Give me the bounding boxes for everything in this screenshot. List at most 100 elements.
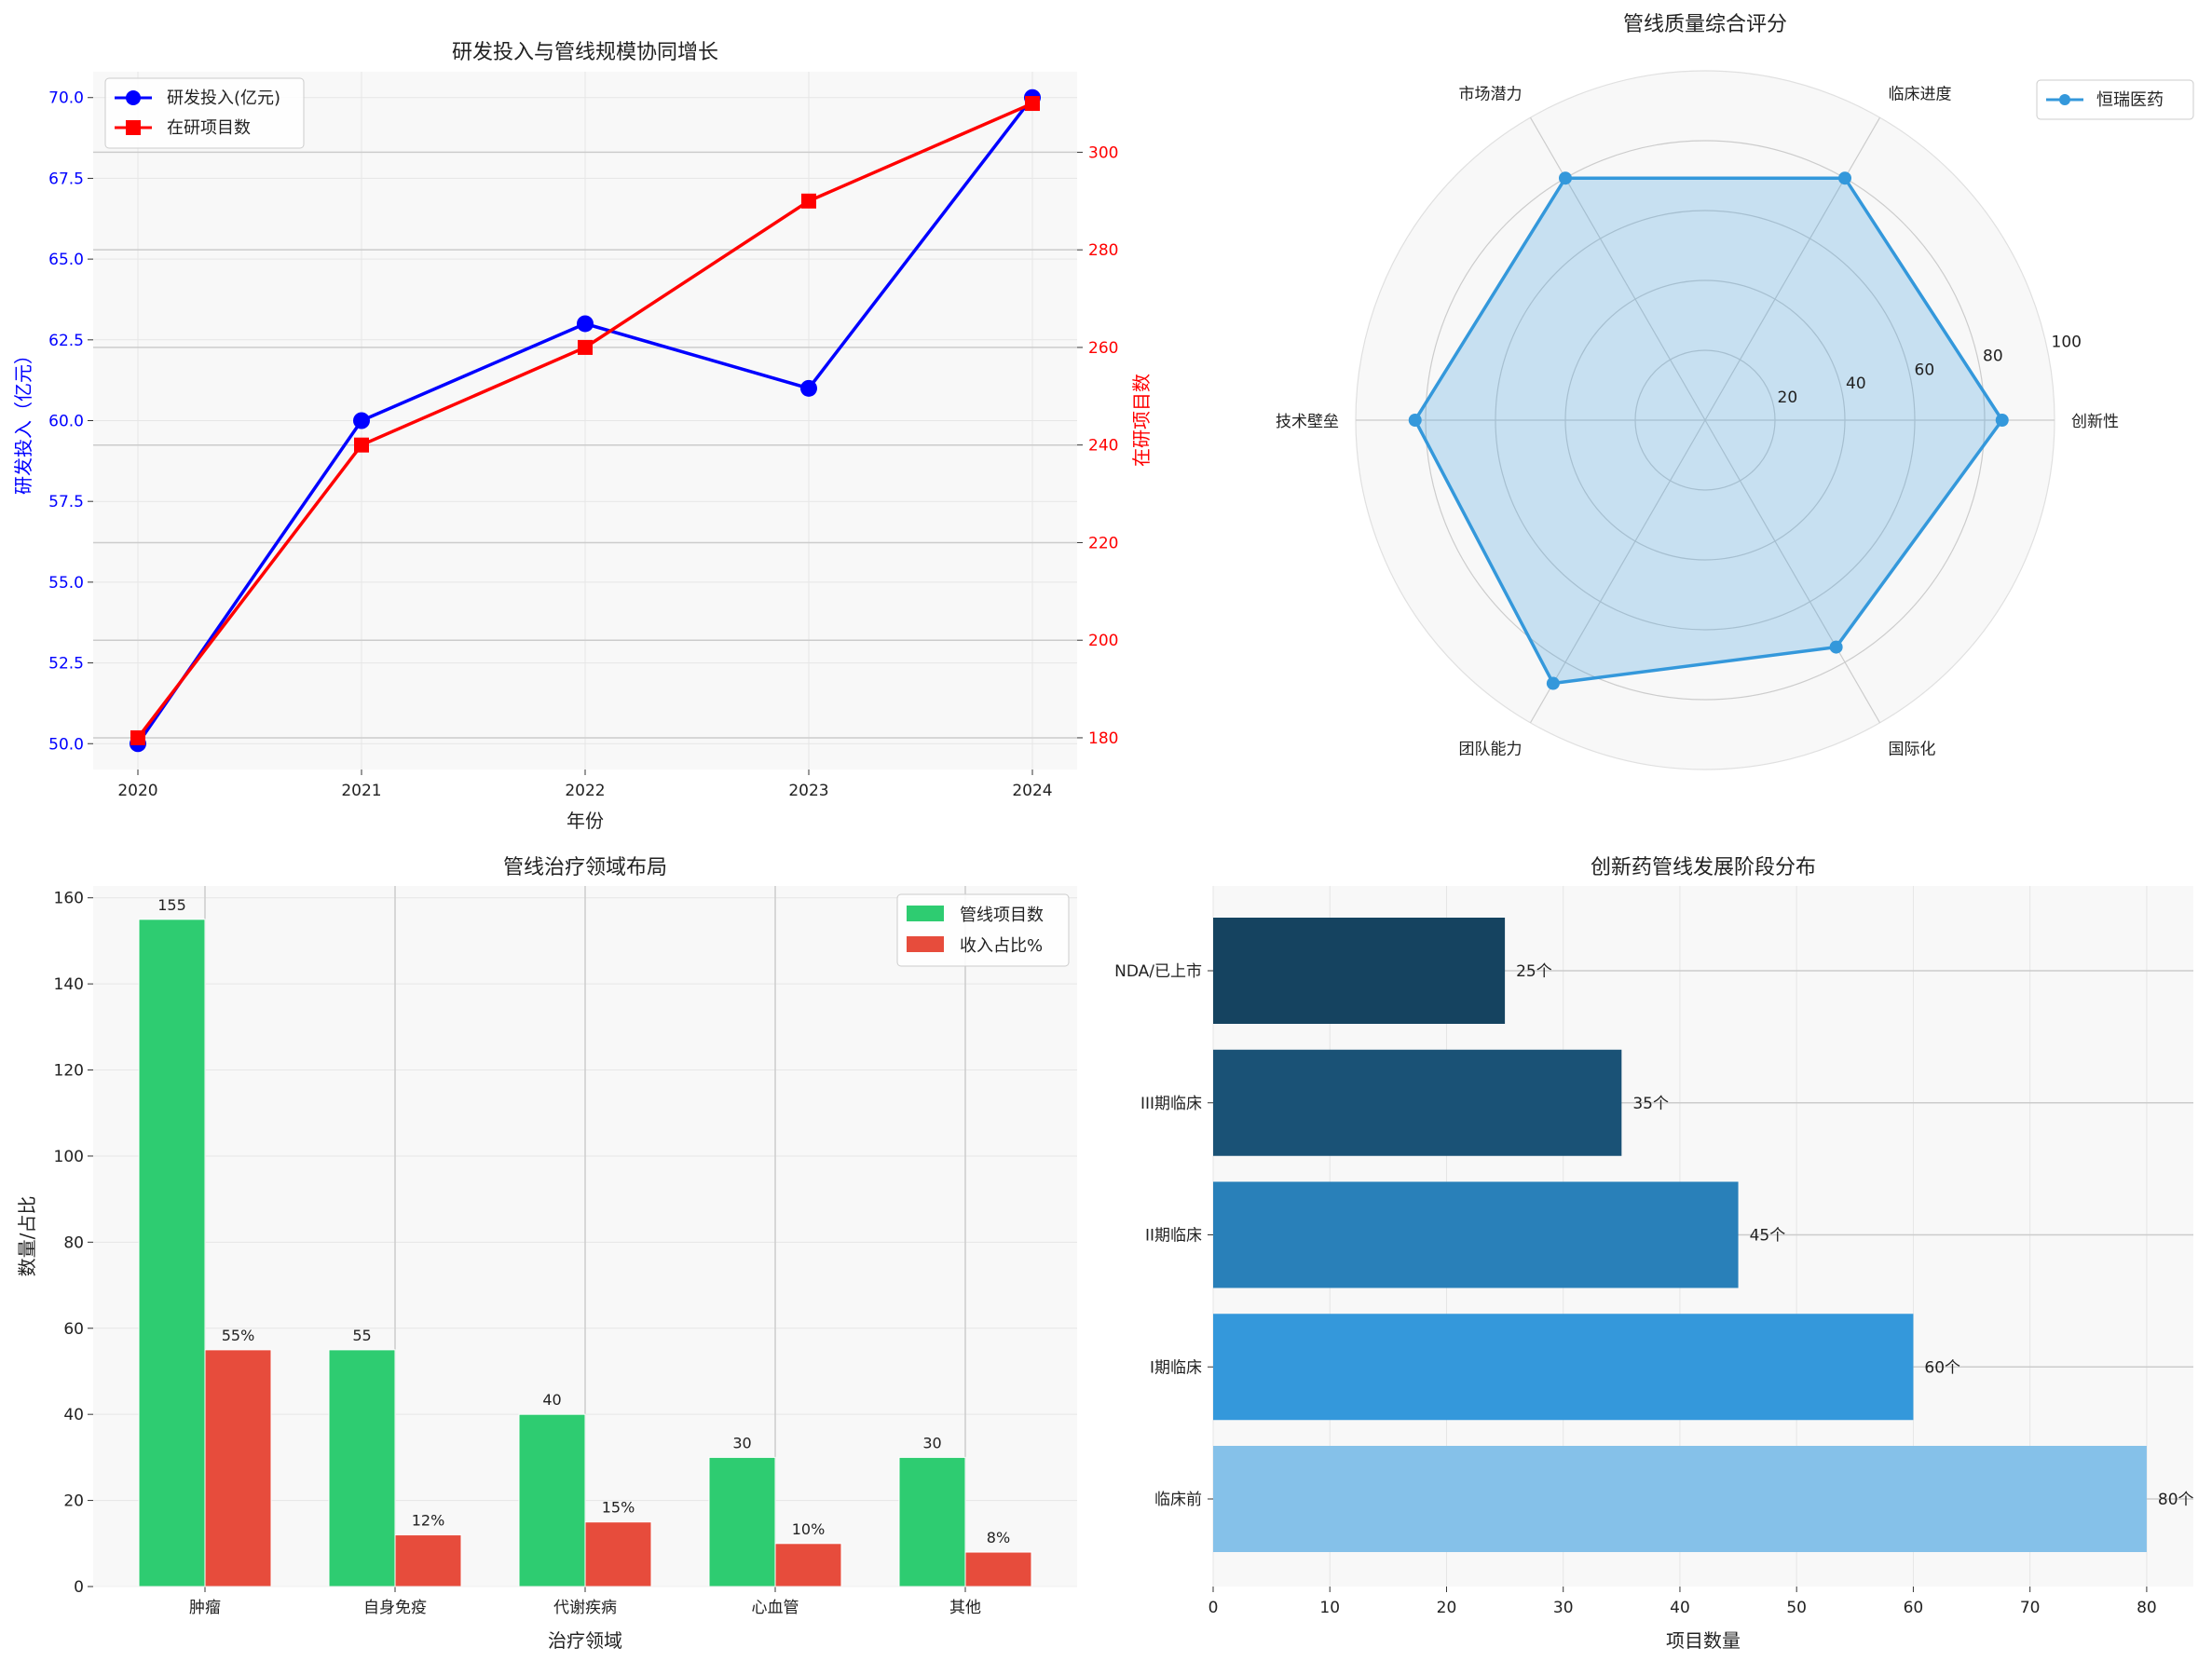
radar-spoke [1704,116,1881,421]
legend-swatch-share [907,936,944,952]
bar-share [394,1534,462,1587]
data-point-1 [1025,96,1040,112]
bar-value-label: 155 [157,896,186,914]
legend-label-rd: 研发投入(亿元) [167,89,280,108]
legend-label-share: 收入占比% [960,936,1043,956]
legend-box [2036,79,2194,120]
data-point-1 [801,193,816,209]
y-tick-label-right: 200 [1088,632,1118,650]
y-tick-label-left: 55.0 [48,574,84,593]
radar-category-label: 市场潜力 [1459,86,1522,104]
radar-category-label: 创新性 [2071,413,2119,431]
data-point-1 [130,729,145,745]
x-tick-label: 40 [1670,1599,1690,1617]
bar-count [898,1456,966,1587]
legend: 研发投入(亿元) 在研项目数 [104,77,305,149]
y-tick-label-left: 70.0 [48,89,84,108]
legend-marker [2059,94,2070,105]
y-tick-label: I期临床 [1150,1358,1202,1377]
ticks: 0 10 20 30 40 50 60 70 80 NDA/已上市 III期临床 II期临床 I期临床临… [1114,962,2157,1617]
data-point-0 [577,315,594,333]
bar-value-label: 35个 [1632,1095,1669,1113]
radar-point-0 [1559,171,1572,185]
legend-swatch-count [907,906,944,921]
x-axis-label: 治疗领域 [548,1629,622,1652]
panel-therapy-areas: 155 55 40 30 30 55% 12% 15% 10% 8% 0 20 40 60 80 100 12… [16,856,1077,1652]
data-point-0 [353,412,370,429]
y-tick-label-left: 67.5 [48,170,84,188]
bar-value-label: 40 [542,1391,561,1409]
data-point-1 [354,437,369,453]
y-tick-label-left: 50.0 [48,735,84,754]
y-tick-label: III期临床 [1140,1095,1202,1113]
radar-point-0 [1546,676,1560,690]
y-tick-label-right: 260 [1088,339,1118,358]
y-tick-label: 60 [63,1320,84,1339]
bar-value-label: 30 [922,1434,941,1451]
series [130,89,1041,753]
radar-r-tick-label: 60 [1915,361,1935,379]
y-tick-label: 160 [54,890,84,908]
radar-point-0 [1838,171,1851,185]
legend-marker-projects [126,120,141,135]
panel-rd-vs-pipeline: 50.0 52.5 55.0 57.5 60.0 62.5 65.0 67.5 70.0 2020… [12,41,1153,832]
y-tick-label: 临床前 [1154,1491,1202,1509]
y-tick-label: 40 [63,1406,84,1424]
y-axis-label-left: 研发投入（亿元） [12,346,34,495]
x-tick-label: 50 [1786,1599,1807,1617]
x-tick-label: 70 [2020,1599,2041,1617]
x-tick-label: 0 [1208,1599,1219,1617]
bar-share [584,1521,652,1587]
radar-r-tick-label: 100 [2052,333,2082,351]
x-tick-label: 2021 [341,782,381,800]
y-axis-label: 数量/占比 [16,1196,38,1277]
x-tick-label: 代谢疾病 [553,1599,617,1617]
legend-label: 恒瑞医药 [2096,90,2164,110]
stage-bar [1213,1446,2147,1552]
bar-value-label: 15% [602,1499,635,1517]
stage-bar [1213,1181,1739,1288]
chart-title: 管线治疗领域布局 [503,856,667,879]
radar-spoke [1529,419,1706,724]
radar-point-0 [1829,640,1843,654]
bar-value-label: 55% [222,1327,255,1344]
bar-count [328,1349,396,1587]
radar-category-label: 团队能力 [1459,740,1522,758]
y-tick-label-left: 62.5 [48,332,84,350]
bar-count [138,919,206,1587]
radar-category-label: 技术壁垒 [1276,413,1339,431]
radar-point-0 [1408,414,1422,427]
chart-title: 创新药管线发展阶段分布 [1591,856,1816,879]
legend-label-count: 管线项目数 [960,906,1044,925]
x-tick-label: 20 [1437,1599,1457,1617]
bar-share [774,1543,842,1587]
data-point-1 [578,339,593,355]
radar-category-label: 临床进度 [1889,86,1952,104]
x-tick-label: 60 [1904,1599,1924,1617]
bar-value-label: 12% [412,1512,445,1530]
x-tick-label: 心血管 [752,1599,799,1617]
y-tick-label-left: 65.0 [48,251,84,269]
y-tick-label: 0 [74,1578,84,1597]
y-tick-label-right: 300 [1088,143,1118,162]
stage-bar [1213,1049,1622,1156]
bar-value-label: 55 [352,1327,371,1344]
stage-bar [1213,918,1506,1024]
bar-value-label: 10% [792,1520,826,1538]
y-tick-label-right: 280 [1088,241,1118,260]
bar-value-label: 30 [732,1434,751,1451]
y-tick-label-right: 220 [1088,534,1118,552]
bar-value-label: 25个 [1516,962,1552,981]
y-tick-label-left: 57.5 [48,493,84,511]
y-tick-label: 120 [54,1062,84,1081]
chart-title: 研发投入与管线规模协同增长 [452,41,718,64]
bar-value-label: 8% [987,1529,1010,1546]
panel-pipeline-stages: 25个 35个 45个 60个 80个 0 10 20 30 40 50 60 70 80 NDA/已上市… [1114,856,2193,1652]
legend-label-projects: 在研项目数 [167,118,251,138]
bar-count [518,1413,586,1587]
radar-point-0 [1995,414,2009,427]
radar-r-tick-label: 20 [1778,388,1798,407]
x-tick-label: 2020 [117,782,157,800]
bar-count [708,1456,776,1587]
